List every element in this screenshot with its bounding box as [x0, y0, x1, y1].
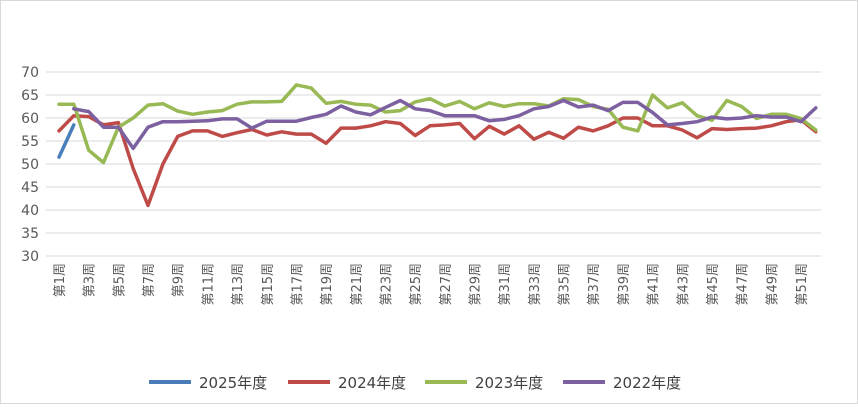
x-tick-label: 第49周 — [765, 263, 780, 306]
y-tick-label: 50 — [21, 157, 39, 173]
legend-label: 2022年度 — [613, 374, 681, 392]
x-tick-label: 第37周 — [587, 263, 602, 306]
x-tick-label: 第19周 — [320, 263, 335, 306]
y-tick-label: 60 — [21, 111, 39, 127]
y-tick-label: 65 — [21, 88, 39, 104]
x-tick-label: 第25周 — [409, 263, 424, 306]
y-tick-label: 55 — [21, 134, 39, 150]
x-tick-label: 第29周 — [469, 263, 484, 306]
x-tick-label: 第51周 — [795, 263, 810, 306]
x-tick-label: 第1周 — [53, 263, 68, 297]
legend-label: 2023年度 — [475, 374, 543, 392]
x-tick-label: 第15周 — [261, 263, 276, 306]
y-tick-label: 45 — [21, 180, 39, 196]
x-tick-label: 第21周 — [350, 263, 365, 306]
x-tick-label: 第17周 — [290, 263, 305, 306]
x-tick-label: 第47周 — [736, 263, 751, 306]
x-tick-label: 第7周 — [142, 263, 157, 297]
y-tick-label: 40 — [21, 203, 39, 219]
x-tick-label: 第33周 — [528, 263, 543, 306]
x-tick-label: 第27周 — [439, 263, 454, 306]
x-tick-label: 第11周 — [201, 263, 216, 306]
x-tick-label: 第35周 — [558, 263, 573, 306]
x-tick-label: 第13周 — [231, 263, 246, 306]
series-line-2024年度 — [59, 116, 816, 206]
x-tick-label: 第9周 — [172, 263, 187, 297]
x-tick-label: 第43周 — [676, 263, 691, 306]
x-tick-label: 第3周 — [83, 263, 98, 297]
x-tick-label: 第31周 — [498, 263, 513, 306]
legend-label: 2024年度 — [338, 374, 406, 392]
y-tick-label: 35 — [21, 226, 39, 242]
x-tick-label: 第39周 — [617, 263, 632, 306]
y-tick-label: 30 — [21, 249, 39, 265]
legend-label: 2025年度 — [199, 374, 267, 392]
y-tick-label: 70 — [21, 65, 39, 81]
x-tick-label: 第45周 — [706, 263, 721, 306]
x-tick-label: 第5周 — [112, 263, 127, 297]
x-tick-label: 第23周 — [379, 263, 394, 306]
x-tick-label: 第41周 — [647, 263, 662, 306]
